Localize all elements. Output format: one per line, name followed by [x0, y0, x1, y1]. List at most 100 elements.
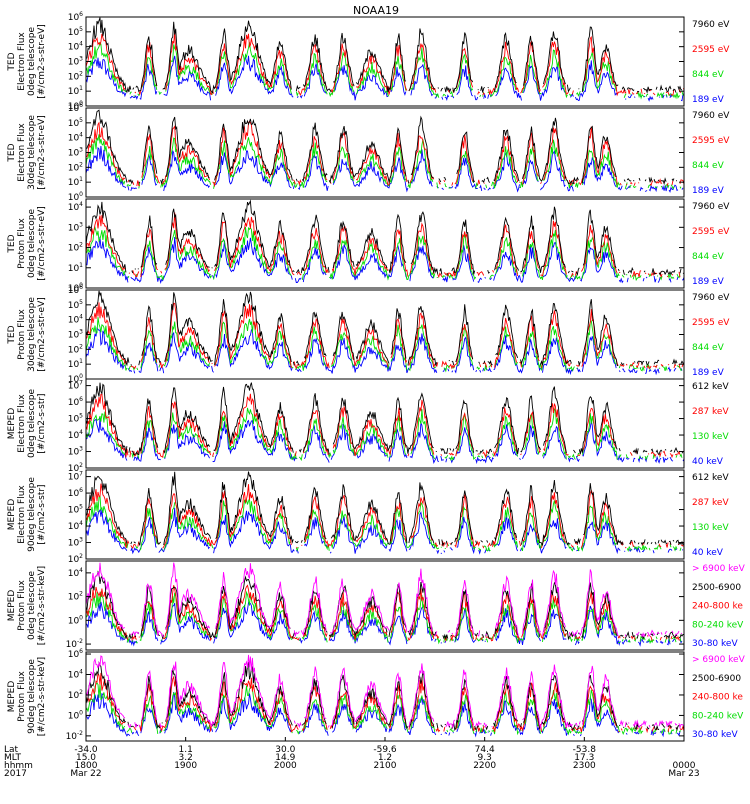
y-tick-label: 106 — [68, 648, 83, 660]
legend-entry: 80-240 keV — [692, 711, 744, 721]
y-tick-label: 107 — [68, 380, 83, 392]
y-tick-label: 10-2 — [66, 730, 84, 742]
panel-1: 100 101 102 103 104 105 106 TED Electron Flux 0de… — [7, 11, 730, 112]
x-tick-label: Mar 23 — [668, 769, 699, 779]
y-axis-label: 0deg telescope — [27, 27, 37, 97]
y-tick-label: 104 — [68, 429, 83, 441]
y-axis-label: MEPED — [7, 499, 17, 531]
panel-3-traces — [86, 199, 684, 284]
y-tick-label: 100 — [68, 191, 83, 203]
y-axis-label: MEPED — [7, 408, 17, 440]
y-axis-label: Electron Flux — [17, 485, 27, 544]
y-axis-label: [#/cm2-s-str-keV] — [37, 566, 47, 645]
panel-4: 100 101 102 103 104 105 106 TED Proton Flux 30deg… — [7, 284, 730, 385]
panel-frame — [85, 560, 685, 651]
x-tick-label: 14.9 — [275, 753, 295, 763]
y-axis-label: [#/cm2-s-str] — [37, 484, 47, 544]
legend-entry: 189 eV — [692, 277, 725, 287]
legend-entry: 189 eV — [692, 186, 725, 196]
panel-7-traces — [86, 562, 684, 646]
panel-7: 10-2 100 102 104 MEPED Proton Flux 0deg telesc… — [7, 560, 746, 651]
x-row-label: 2017 — [4, 769, 27, 779]
y-tick-label: 104 — [68, 132, 83, 144]
panel-2: 100 101 102 103 104 105 106 TED Electron Flux 30d… — [7, 102, 730, 203]
y-axis-label: 90deg telescope — [27, 659, 37, 734]
y-axis-label: 30deg telescope — [27, 297, 37, 372]
x-tick-label: -59.6 — [373, 745, 397, 755]
x-tick-label: 1.2 — [378, 753, 392, 763]
y-tick-label: 101 — [68, 358, 83, 370]
x-tick-label: 1800 — [75, 761, 98, 771]
y-axis-label: [#/cm2-s-str-eV] — [37, 115, 47, 190]
legend-entry: 287 keV — [692, 407, 729, 417]
y-axis-label: [#/cm2-s-str-eV] — [37, 297, 47, 372]
series-2595-ev — [86, 32, 684, 97]
y-tick-label: 105 — [68, 504, 83, 516]
y-axis-label: 90deg telescope — [27, 477, 37, 552]
series-40-kev — [86, 417, 684, 465]
legend-entry: 7960 eV — [692, 293, 730, 303]
y-axis-label: TED — [7, 143, 17, 162]
y-tick-label: 106 — [68, 487, 83, 499]
y-axis-label: TED — [7, 325, 17, 344]
y-axis-label: Electron Flux — [17, 32, 27, 91]
panel-1-traces — [86, 18, 684, 102]
series-130-kev — [86, 408, 684, 460]
y-tick-label: 104 — [68, 314, 83, 326]
y-tick-label: 104 — [68, 201, 83, 213]
x-tick-label: 0000 — [673, 761, 696, 771]
y-tick-label: 103 — [68, 221, 83, 233]
y-tick-label: 100 — [68, 614, 83, 626]
series-189-ev — [86, 145, 684, 193]
panel-4-traces — [86, 290, 684, 374]
x-row-label: Lat — [4, 745, 19, 755]
y-tick-label: 102 — [68, 242, 83, 254]
y-tick-label: 105 — [68, 413, 83, 425]
x-tick-label: 1.1 — [179, 745, 193, 755]
y-axis-label: [#/cm2-s-str-keV] — [37, 657, 47, 736]
x-tick-label: 3.2 — [179, 753, 193, 763]
x-tick-label: 17.3 — [574, 753, 594, 763]
x-tick-label: 9.3 — [478, 753, 492, 763]
y-tick-label: 104 — [68, 669, 83, 681]
legend-entry: 2500-6900 — [692, 674, 741, 684]
y-axis-label: Proton Flux — [17, 309, 27, 360]
series-287-kev — [86, 483, 684, 550]
y-tick-label: 102 — [68, 689, 83, 701]
legend-entry: 189 eV — [692, 368, 725, 378]
y-axis-label: TED — [7, 52, 17, 71]
y-tick-label: 102 — [68, 70, 83, 82]
y-tick-label: 102 — [68, 553, 83, 565]
y-tick-label: 103 — [68, 329, 83, 341]
series-612-kev — [86, 471, 684, 547]
y-tick-label: 101 — [68, 85, 83, 97]
legend-entry: 40 keV — [692, 548, 724, 558]
legend-entry: 2500-6900 — [692, 583, 741, 593]
y-tick-label: 100 — [68, 709, 83, 721]
panel-2-traces — [86, 109, 684, 193]
x-tick-label: 2100 — [374, 761, 397, 771]
panel-frame — [85, 378, 685, 469]
x-tick-label: Mar 22 — [70, 769, 101, 779]
y-axis-label: Electron Flux — [17, 394, 27, 453]
panel-6: 102 103 104 105 106 107 MEPED Electron Flux 90de… — [7, 469, 729, 565]
x-row-label: MLT — [4, 753, 22, 763]
x-tick-label: 2200 — [473, 761, 496, 771]
legend-entry: 189 eV — [692, 95, 725, 105]
series--6900-kev — [86, 562, 683, 638]
y-tick-label: 103 — [68, 147, 83, 159]
y-tick-label: 104 — [68, 567, 83, 579]
y-tick-label: 106 — [68, 11, 83, 23]
legend-entry: 612 keV — [692, 473, 729, 483]
y-tick-label: 100 — [68, 100, 83, 112]
y-tick-label: 104 — [68, 520, 83, 532]
y-axis-label: 0deg telescope — [27, 209, 37, 279]
panel-5: 102 103 104 105 106 107 MEPED Electron Flux 0deg… — [7, 378, 729, 474]
legend-entry: 130 keV — [692, 523, 729, 533]
x-row-label: hhmm — [4, 761, 33, 771]
y-tick-label: 10-2 — [66, 638, 84, 650]
y-axis-label: Proton Flux — [17, 671, 27, 722]
series-7960-ev — [86, 199, 684, 277]
